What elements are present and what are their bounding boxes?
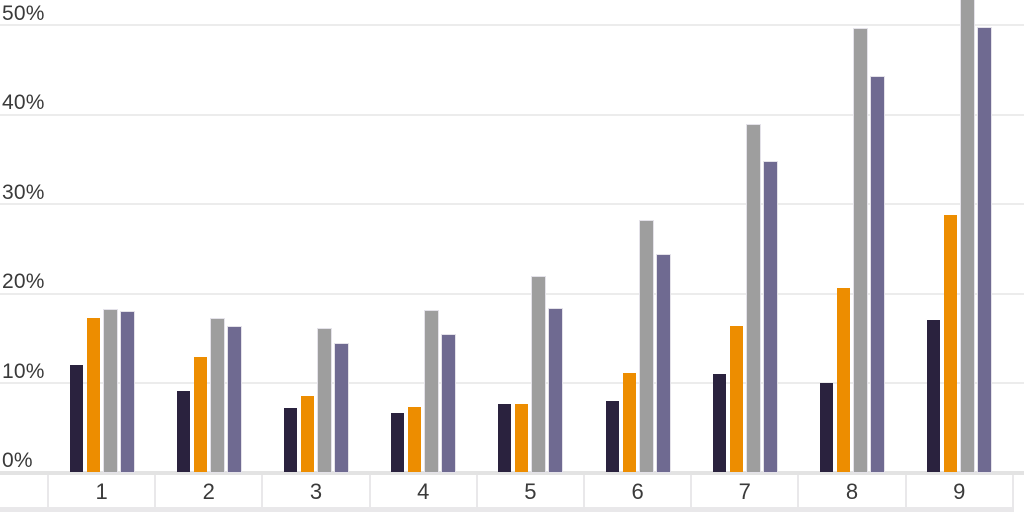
bar-series-navy-cat8 [820,382,833,472]
gridline [0,24,1024,26]
y-axis-tick-label: 20% [2,270,45,293]
bar-series-orange-cat8 [837,287,850,472]
x-axis-tick-label: 6 [631,479,644,504]
bar-series-purple-cat3 [335,344,348,472]
y-axis-tick-label: 50% [2,1,45,25]
x-axis-tick-label: 7 [738,479,751,504]
bar-series-gray-cat5 [532,276,546,472]
bar-series-orange-cat1 [86,318,100,472]
bar-series-navy-cat7 [712,374,726,472]
x-axis-tick-label: 3 [309,479,323,504]
x-axis-tick-mark [154,475,157,512]
bottom-edge-band [0,507,1013,512]
bar-series-orange-cat7 [729,326,743,472]
bar-series-gray-cat2 [210,318,224,472]
gridline [0,113,1024,116]
bar-series-navy-cat9 [927,319,941,472]
gridline [0,203,1024,205]
y-axis-tick-label: 10% [2,359,45,383]
bar-series-navy-cat2 [176,390,190,472]
bar-series-gray-cat9 [961,0,975,472]
bar-series-gray-cat1 [103,310,117,472]
bar-series-gray-cat8 [854,28,867,472]
x-axis-tick-mark [583,475,585,512]
x-axis-tick-mark [475,475,478,512]
bar-series-navy-cat6 [605,401,619,472]
bar-series-gray-cat7 [746,124,760,472]
bar-series-purple-cat5 [549,309,563,472]
x-axis-tick-mark [904,475,907,512]
x-axis-tick-mark [261,475,264,512]
bar-series-gray-cat6 [639,221,653,472]
bar-series-orange-cat9 [944,215,958,472]
bar-series-purple-cat8 [871,77,884,472]
gridline [0,382,1024,384]
x-axis-tick-mark [690,475,693,512]
x-axis-tick-label: 2 [202,479,215,504]
bar-series-navy-cat5 [498,403,512,472]
x-axis-tick-label: 1 [95,479,108,504]
bar-series-navy-cat4 [391,412,405,472]
y-axis-tick-label: 40% [2,91,45,114]
x-axis-tick-mark [47,475,49,512]
bar-series-navy-cat1 [69,364,83,472]
bar-series-purple-cat7 [763,162,777,472]
bar-series-orange-cat5 [515,403,529,472]
y-axis-tick-label: 0% [2,449,33,472]
x-axis-tick-label: 9 [953,479,966,504]
bar-series-gray-cat3 [318,328,331,472]
bar-series-orange-cat3 [301,395,314,472]
x-axis-tick-mark [1011,475,1014,512]
x-axis-tick-label: 5 [524,479,537,504]
bar-series-purple-cat6 [656,254,670,472]
bar-series-orange-cat6 [622,372,636,472]
x-axis-tick-mark [797,475,800,512]
bar-series-purple-cat2 [227,327,241,472]
bar-series-purple-cat4 [442,335,456,472]
x-axis-tick-mark [368,475,371,512]
x-axis-tick-label: 4 [417,479,430,504]
bar-series-orange-cat4 [408,406,422,472]
y-axis-tick-label: 30% [2,180,45,204]
x-axis-baseline [0,471,1024,475]
bar-series-gray-cat4 [425,310,439,472]
bar-series-orange-cat2 [193,356,207,472]
gridline [0,292,1024,295]
x-axis-tick-label: 8 [845,479,859,504]
bar-series-navy-cat3 [284,407,297,472]
bar-series-purple-cat9 [978,28,992,472]
bar-series-purple-cat1 [120,311,134,472]
